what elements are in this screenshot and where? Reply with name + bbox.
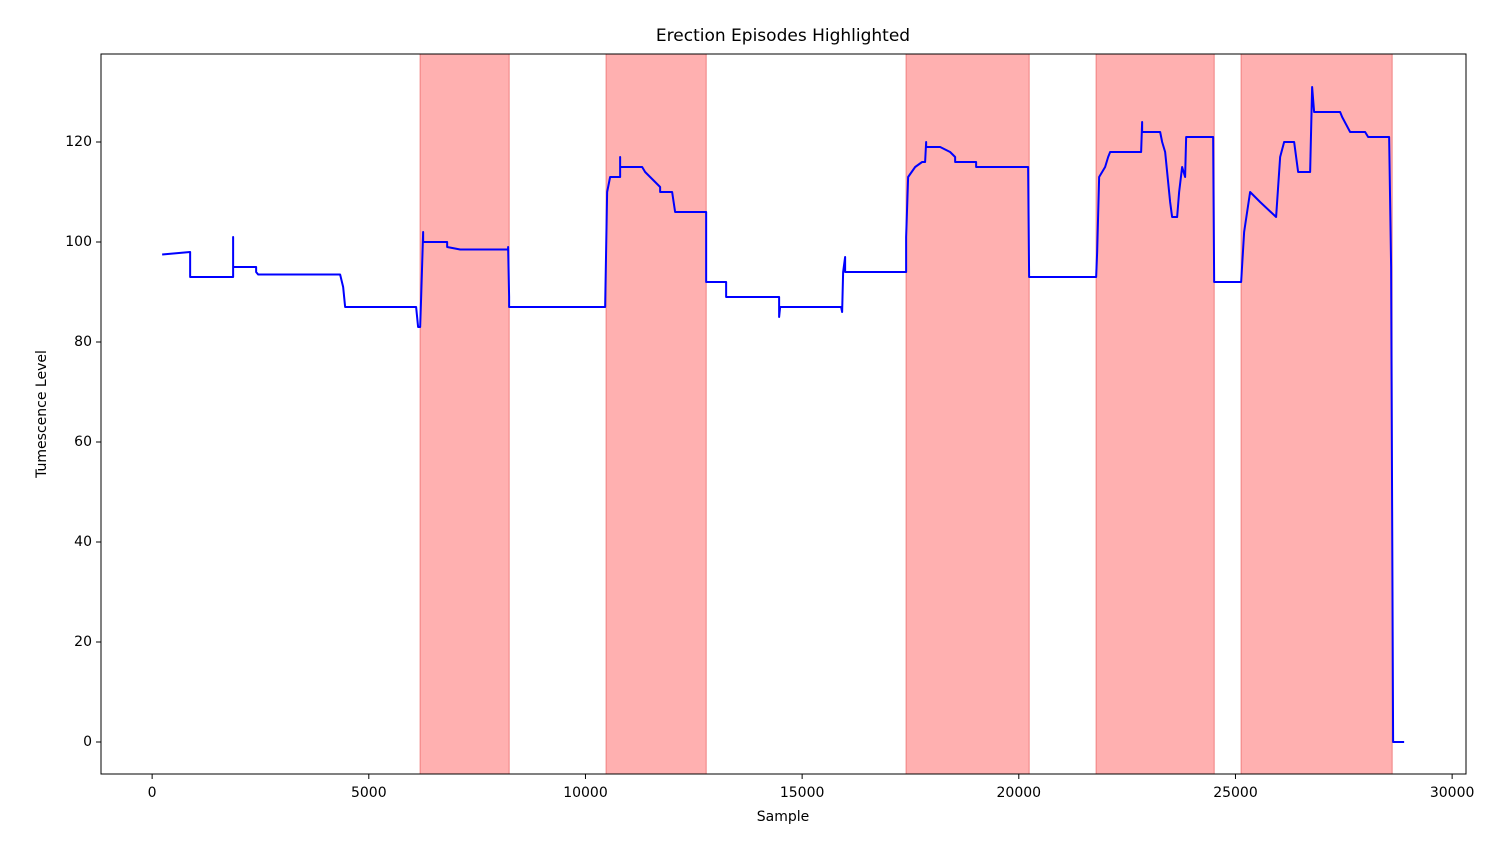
x-tick-label: 0 [148,785,157,801]
y-tick-label: 40 [74,534,92,550]
y-tick-label: 120 [65,134,92,150]
y-tick-label: 0 [83,734,92,750]
x-tick-label: 25000 [1213,785,1258,801]
data-line [162,86,1405,743]
x-tick-label: 20000 [997,785,1042,801]
highlight-span [905,53,1030,775]
y-tick-label: 20 [74,634,92,650]
x-tick-label: 30000 [1430,785,1475,801]
highlight-span [419,53,510,775]
x-tick-label: 10000 [563,785,608,801]
x-axis-label: Sample [757,809,810,825]
y-axis-label: Tumescence Level [34,350,50,479]
y-tick-label: 80 [74,334,92,350]
plot-frame [100,53,1467,775]
y-tick-label: 60 [74,434,92,450]
x-tick-label: 15000 [780,785,825,801]
highlight-span [1095,53,1215,775]
x-tick-label: 5000 [351,785,387,801]
highlight-span [1240,53,1393,775]
highlight-span [605,53,707,775]
chart-title: Erection Episodes Highlighted [656,26,910,46]
y-tick-label: 100 [65,234,92,250]
